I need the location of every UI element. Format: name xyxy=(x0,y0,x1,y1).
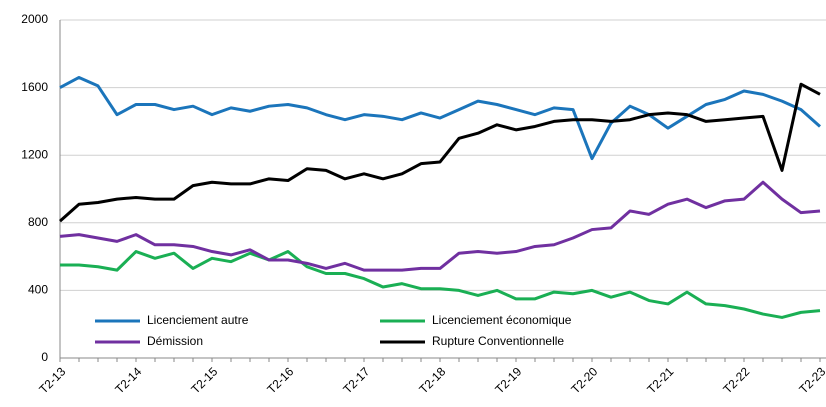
y-tick-label: 800 xyxy=(28,215,48,229)
series-line xyxy=(59,75,821,161)
x-tick-label: T2-20 xyxy=(568,364,600,396)
legend-label: Licenciement autre xyxy=(147,313,249,327)
x-tick-label: T2-17 xyxy=(340,364,372,396)
series-line xyxy=(59,82,821,223)
x-tick-label: T2-14 xyxy=(112,364,144,396)
legend-label: Rupture Conventionnelle xyxy=(432,334,564,348)
x-tick-label: T2-19 xyxy=(492,364,524,396)
legend-label: Licenciement économique xyxy=(432,313,572,327)
x-tick-label: T2-21 xyxy=(644,364,676,396)
x-tick-label: T2-15 xyxy=(188,364,220,396)
series-line xyxy=(59,180,821,272)
y-tick-label: 1200 xyxy=(21,147,48,161)
x-tick-label: T2-16 xyxy=(264,364,296,396)
series-line xyxy=(60,250,821,319)
x-tick-label: T2-13 xyxy=(36,364,68,396)
legend-label: Démission xyxy=(147,334,203,348)
x-tick-label: T2-22 xyxy=(720,364,752,396)
x-tick-label: T2-23 xyxy=(796,364,826,396)
y-tick-label: 2000 xyxy=(21,12,48,26)
y-tick-label: 0 xyxy=(41,350,48,364)
x-tick-label: T2-18 xyxy=(416,364,448,396)
y-tick-label: 1600 xyxy=(21,80,48,94)
y-tick-label: 400 xyxy=(28,283,48,297)
